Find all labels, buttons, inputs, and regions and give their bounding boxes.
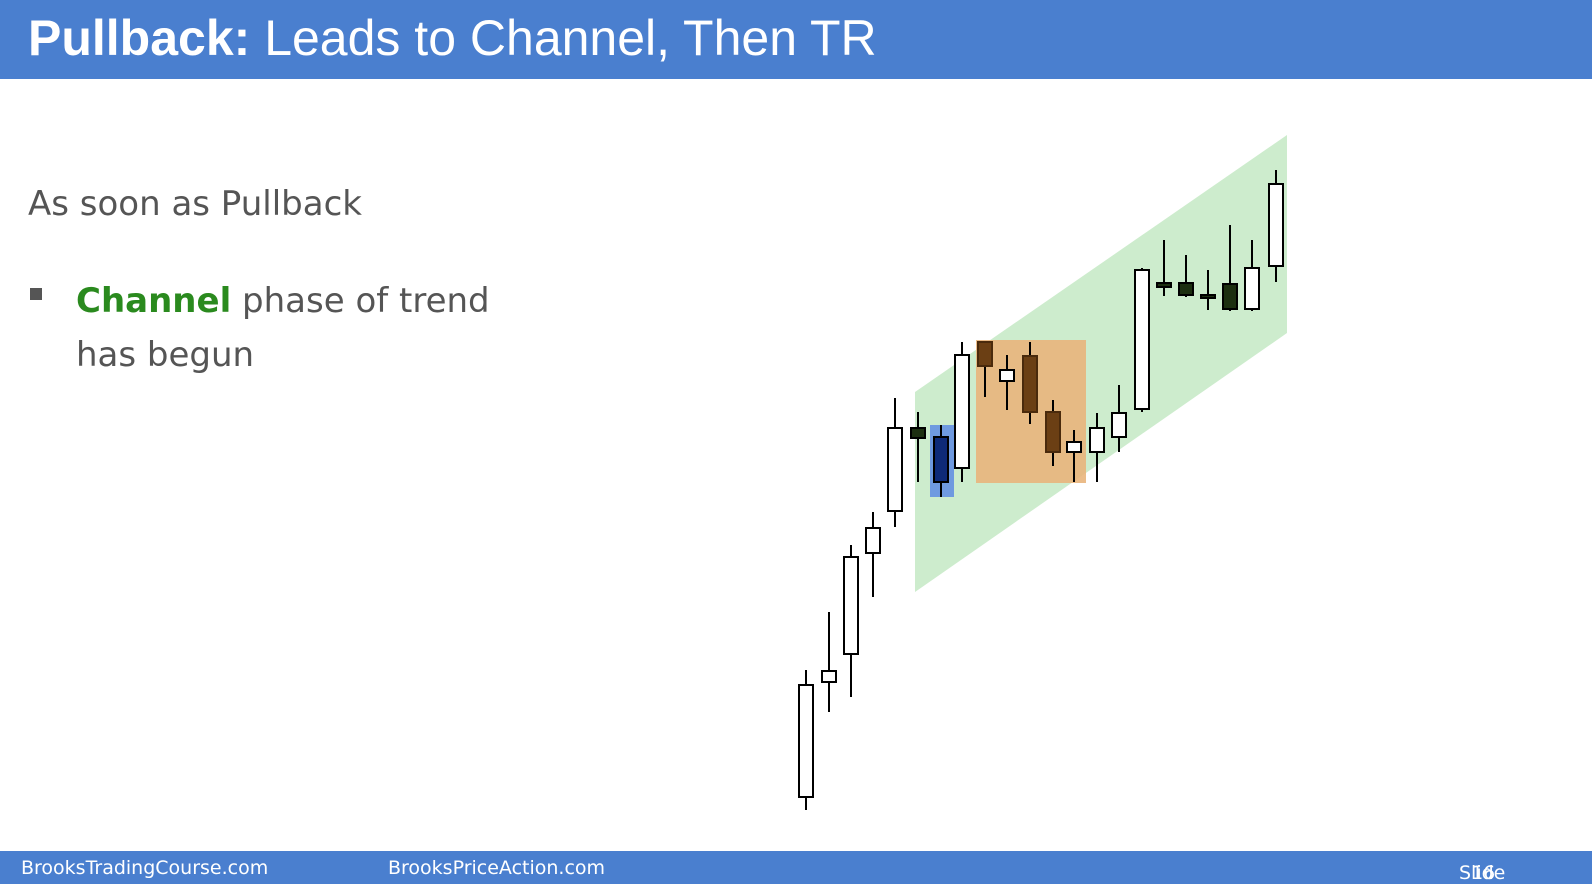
candle-body bbox=[1045, 411, 1061, 453]
candle-body bbox=[954, 354, 970, 469]
candle-body bbox=[999, 369, 1015, 382]
channel-zone bbox=[915, 135, 1287, 592]
candle-body bbox=[1200, 294, 1216, 299]
title-rest: Leads to Channel, Then TR bbox=[250, 10, 877, 66]
candle-body bbox=[865, 527, 881, 554]
candle-body bbox=[887, 427, 903, 512]
candle-body bbox=[821, 670, 837, 683]
footer-site-2: BrooksPriceAction.com bbox=[388, 857, 606, 879]
title-bold: Pullback: bbox=[28, 10, 251, 66]
footer-site-1: BrooksTradingCourse.com bbox=[21, 857, 269, 879]
candlestick bbox=[1222, 225, 1238, 311]
candle-body bbox=[1156, 282, 1172, 288]
candlestick bbox=[1178, 255, 1194, 297]
candlestick bbox=[1268, 170, 1284, 282]
candle-body bbox=[1111, 412, 1127, 438]
bullet-highlight: Channel bbox=[76, 281, 232, 321]
candlestick bbox=[910, 412, 926, 482]
candle-body bbox=[843, 556, 859, 655]
candle-body bbox=[798, 684, 814, 798]
candlestick bbox=[1200, 270, 1216, 310]
candlestick bbox=[1066, 430, 1082, 482]
intro-text: As soon as Pullback bbox=[28, 184, 362, 224]
candlestick bbox=[954, 342, 970, 482]
bullet-point: Channel phase of trend has begun bbox=[76, 274, 556, 382]
candlestick bbox=[821, 612, 837, 712]
candlestick bbox=[798, 670, 814, 810]
candlestick bbox=[887, 398, 903, 527]
candlesticks bbox=[798, 170, 1284, 810]
candle-body bbox=[1268, 183, 1284, 267]
candlestick bbox=[1134, 268, 1150, 412]
candlestick bbox=[865, 512, 881, 597]
candle-body bbox=[1178, 282, 1194, 296]
candlestick bbox=[977, 341, 993, 397]
candle-body bbox=[1022, 355, 1038, 413]
candlestick bbox=[1111, 385, 1127, 452]
candle-body bbox=[1134, 269, 1150, 410]
candlestick bbox=[1089, 413, 1105, 482]
bullet-rest: phase of trend has begun bbox=[76, 281, 490, 375]
bullet-square-icon bbox=[30, 288, 42, 300]
candle-body bbox=[933, 436, 949, 483]
candle-body bbox=[1089, 427, 1105, 453]
candlestick bbox=[843, 545, 859, 697]
candle-body bbox=[1066, 441, 1082, 453]
candlestick bbox=[999, 355, 1015, 410]
candlestick bbox=[933, 425, 949, 497]
slide-label: Slide bbox=[1459, 862, 1506, 884]
footer-bar: BrooksTradingCourse.com BrooksPriceActio… bbox=[0, 851, 1592, 884]
slide-number: Slide 16 bbox=[1459, 856, 1505, 884]
candlestick bbox=[1045, 400, 1061, 466]
candlestick bbox=[1022, 342, 1038, 424]
candlestick bbox=[1244, 240, 1260, 311]
slide-num-value: 16 bbox=[1471, 862, 1496, 884]
candle-body bbox=[910, 427, 926, 439]
slide-title: Pullback: Leads to Channel, Then TR bbox=[28, 6, 877, 70]
candlestick bbox=[1156, 240, 1172, 296]
candle-body bbox=[1222, 283, 1238, 310]
candle-body bbox=[1244, 267, 1260, 310]
title-bar: Pullback: Leads to Channel, Then TR bbox=[0, 0, 1592, 79]
candle-body bbox=[977, 341, 993, 367]
